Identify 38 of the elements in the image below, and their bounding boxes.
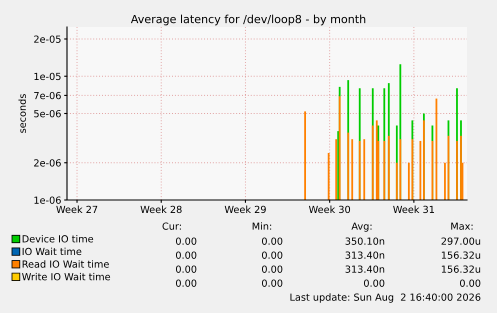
text: 0.00 bbox=[364, 279, 384, 287]
y-tick-label: 1e-06 bbox=[34, 196, 61, 204]
text: 156.32u bbox=[442, 265, 480, 273]
legend-label: Device IO time bbox=[22, 235, 94, 243]
text: Max: bbox=[451, 222, 473, 230]
legend-label: Read IO Wait time bbox=[22, 260, 109, 268]
text: Avg: bbox=[351, 222, 372, 232]
text: 0.00 bbox=[176, 279, 196, 287]
text: 0.00 bbox=[262, 279, 282, 287]
text: 0.00 bbox=[262, 265, 282, 273]
x-tick-label: Week 27 bbox=[56, 206, 98, 214]
text: 0.00 bbox=[176, 237, 196, 245]
chart-title: Average latency for /dev/loop8 - by month bbox=[130, 14, 366, 26]
y-tick-label: 5e-06 bbox=[34, 110, 61, 118]
y-tick-label: 1e-05 bbox=[34, 72, 61, 80]
text: 0.00 bbox=[262, 251, 282, 259]
text: 313.40n bbox=[346, 251, 384, 259]
x-tick-label: Week 31 bbox=[393, 206, 434, 214]
text: Min: bbox=[252, 222, 272, 230]
text: 297.00u bbox=[442, 237, 480, 245]
text: Last update: Sun Aug 2 16:40:00 2026 bbox=[290, 293, 480, 303]
y-tick-label: 2e-06 bbox=[34, 159, 61, 167]
legend-label: IO Wait time bbox=[22, 248, 82, 256]
text: 313.40n bbox=[346, 265, 384, 273]
text: 0.00 bbox=[176, 251, 196, 259]
legend-label: Write IO Wait time bbox=[22, 272, 110, 280]
text: 0.00 bbox=[262, 237, 282, 245]
text: 0.00 bbox=[176, 265, 196, 273]
y-axis-title: seconds bbox=[18, 94, 26, 133]
text: 350.10n bbox=[346, 237, 384, 245]
y-tick-label: 7e-06 bbox=[34, 92, 61, 100]
y-tick-label: 2e-05 bbox=[34, 35, 61, 43]
text: 0.00 bbox=[460, 279, 480, 287]
text: Cur: bbox=[162, 222, 181, 230]
x-tick-label: Week 30 bbox=[308, 206, 350, 214]
text: 156.32u bbox=[442, 251, 480, 259]
x-tick-label: Week 29 bbox=[224, 206, 266, 214]
x-tick-label: Week 28 bbox=[140, 206, 182, 214]
